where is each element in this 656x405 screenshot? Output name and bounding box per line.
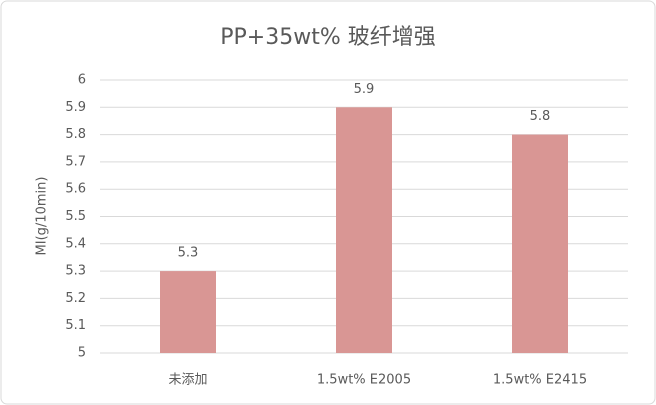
y-axis-label: MI(g/10min) bbox=[35, 177, 50, 256]
y-tick-label: 5.6 bbox=[65, 182, 86, 197]
chart-title: PP+35wt% 玻纤增强 bbox=[220, 25, 435, 50]
bar bbox=[512, 134, 568, 353]
data-label: 5.8 bbox=[530, 109, 551, 124]
data-label: 5.3 bbox=[178, 246, 199, 261]
bar bbox=[160, 271, 216, 353]
x-tick-label: 未添加 bbox=[168, 373, 207, 388]
x-tick-label: 1.5wt% E2005 bbox=[317, 373, 411, 388]
y-tick-label: 5.4 bbox=[65, 236, 86, 251]
y-tick-label: 5.5 bbox=[65, 209, 86, 224]
x-tick-label: 1.5wt% E2415 bbox=[493, 373, 587, 388]
data-label: 5.9 bbox=[354, 82, 375, 97]
y-tick-label: 5.2 bbox=[65, 291, 86, 306]
y-tick-label: 6 bbox=[78, 73, 86, 88]
y-tick-label: 5.8 bbox=[65, 127, 86, 142]
y-tick-label: 5.1 bbox=[65, 318, 86, 333]
y-tick-label: 5.3 bbox=[65, 264, 86, 279]
y-tick-label: 5.7 bbox=[65, 154, 86, 169]
bar bbox=[336, 107, 392, 353]
y-tick-label: 5.9 bbox=[65, 100, 86, 115]
y-tick-label: 5 bbox=[78, 346, 86, 361]
